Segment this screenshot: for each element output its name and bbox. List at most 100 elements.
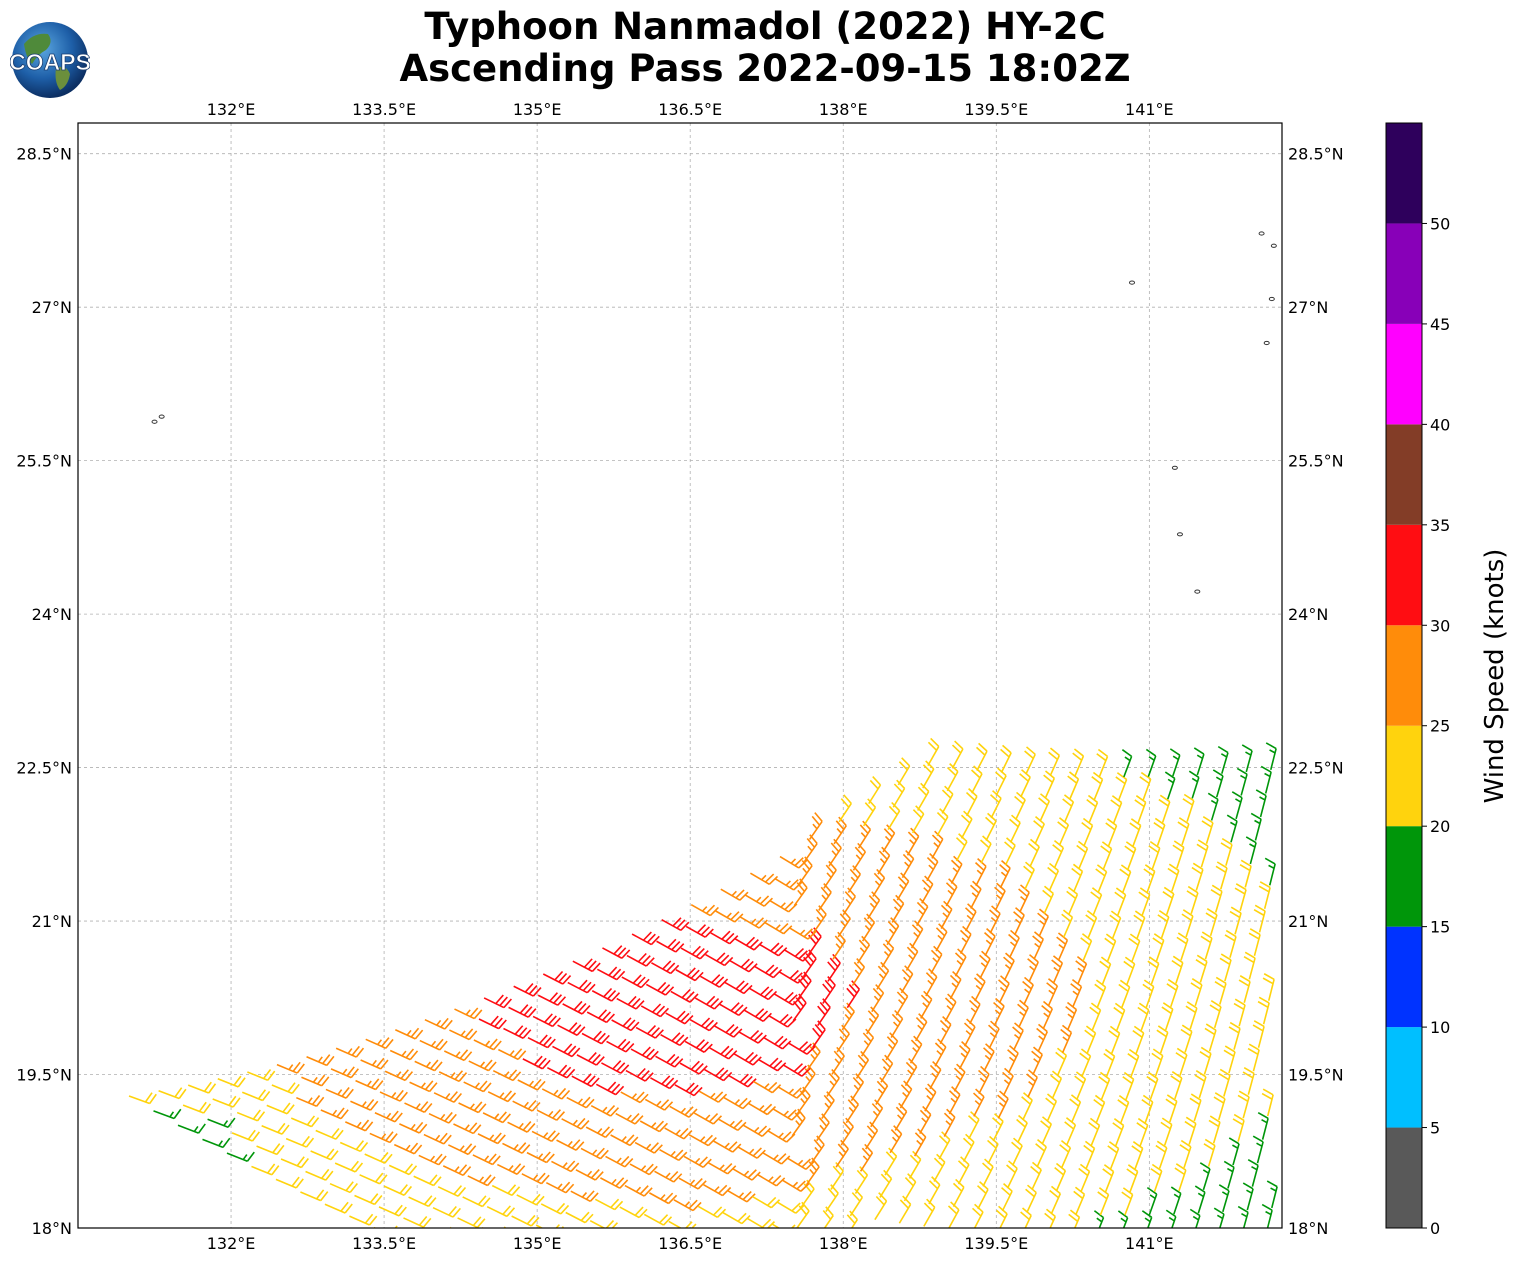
wind-barb (684, 1039, 713, 1053)
wind-barb (1150, 1163, 1163, 1192)
colorbar-bin (1386, 1027, 1422, 1128)
wind-barb (1257, 1111, 1269, 1140)
colorbar-tick-label: 25 (1430, 717, 1450, 736)
wind-barb (1170, 1071, 1183, 1100)
wind-barb (759, 942, 788, 957)
wind-barb (207, 1117, 236, 1128)
wind-barb (615, 1112, 644, 1125)
wind-barb (428, 1111, 457, 1124)
wind-barb (1086, 794, 1099, 824)
wind-barb (1214, 976, 1227, 1005)
wind-barb (310, 1148, 339, 1161)
wind-barb (668, 1220, 697, 1228)
wind-barb (226, 1151, 255, 1162)
wind-barb (1023, 861, 1035, 890)
wind-barb (935, 923, 948, 952)
wind-barb (896, 872, 910, 901)
wind-barb (836, 1024, 850, 1053)
wind-barb (704, 1067, 733, 1082)
wind-barb (596, 966, 626, 981)
wind-barb (442, 1164, 472, 1177)
colorbar-bin (1386, 323, 1422, 425)
wind-barb (1162, 886, 1175, 915)
wind-barb (1001, 1183, 1013, 1212)
wind-barb (1089, 1002, 1102, 1031)
wind-barb (828, 838, 842, 867)
wind-barb (1156, 1025, 1169, 1054)
wind-barb (968, 995, 981, 1025)
wind-barb (1165, 1209, 1177, 1228)
wind-barb (334, 1160, 364, 1173)
wind-barb (433, 1091, 463, 1103)
wind-barb (378, 1204, 407, 1217)
wind-barb (933, 1153, 946, 1182)
colorbar-bin (1386, 625, 1422, 726)
wind-barb (522, 1055, 551, 1070)
wind-barb (688, 1134, 717, 1147)
wind-barb (296, 1095, 325, 1107)
wind-barb (517, 1078, 546, 1091)
wind-barb (419, 1038, 448, 1051)
wind-barb (1237, 1205, 1249, 1228)
wind-barb (674, 1082, 703, 1097)
wind-barb (1054, 1162, 1067, 1192)
wind-barb (329, 1181, 358, 1194)
wind-barb (870, 1099, 884, 1128)
wind-barb (857, 820, 872, 849)
wind-barb (1117, 1094, 1130, 1124)
island-outline (1129, 280, 1136, 285)
wind-barb (910, 920, 924, 949)
wind-barb (1188, 770, 1200, 799)
wind-barb (1080, 933, 1093, 962)
wind-barb (482, 1111, 511, 1124)
wind-barb (418, 1153, 447, 1166)
wind-barb (661, 917, 690, 932)
wind-barb (1025, 1184, 1037, 1213)
wind-barb (713, 1140, 742, 1153)
wind-barb (693, 1112, 723, 1125)
wind-barb (1220, 837, 1233, 866)
wind-barb (449, 1028, 478, 1041)
wind-barb (855, 1050, 870, 1079)
wind-barb (1212, 769, 1224, 798)
wind-barb (752, 1195, 781, 1209)
wind-barb (236, 1109, 266, 1122)
wind-barb (177, 1123, 206, 1134)
wind-barb (1026, 1069, 1038, 1098)
wind-barb (860, 1028, 875, 1057)
wind-barb (874, 1192, 888, 1221)
wind-barb (718, 1118, 747, 1132)
wind-barb (823, 860, 837, 889)
wind-barb (1027, 954, 1039, 983)
wind-barb (557, 1022, 586, 1036)
wind-barb (639, 1120, 668, 1133)
wind-barb (487, 1090, 517, 1103)
wind-barb (1199, 1046, 1212, 1075)
wind-barb (889, 1125, 903, 1154)
wind-barb (1174, 1163, 1187, 1192)
wind-barb (708, 1162, 737, 1175)
wind-barb (594, 1198, 624, 1211)
wind-barb (531, 1130, 560, 1143)
wind-barb (929, 1060, 942, 1090)
wind-barb (1169, 748, 1181, 777)
wind-barb (605, 1155, 634, 1168)
wind-barb (1151, 1048, 1164, 1077)
wind-barb (747, 1102, 777, 1116)
wind-barb (635, 1024, 664, 1039)
wind-barb (833, 816, 847, 845)
wind-barb (945, 878, 958, 907)
wind-barb (1028, 838, 1040, 868)
wind-barb (852, 842, 867, 871)
wind-barb (512, 1099, 541, 1112)
wind-barb (835, 1139, 849, 1168)
wind-barb (1119, 864, 1132, 893)
wind-barb (753, 1080, 782, 1094)
wind-barb (891, 894, 905, 923)
wind-barb (951, 740, 964, 769)
wind-barb (749, 872, 779, 886)
wind-barb (1132, 1025, 1145, 1054)
wind-barb (769, 899, 798, 913)
wind-barb (739, 916, 768, 929)
wind-barb (634, 1141, 663, 1154)
